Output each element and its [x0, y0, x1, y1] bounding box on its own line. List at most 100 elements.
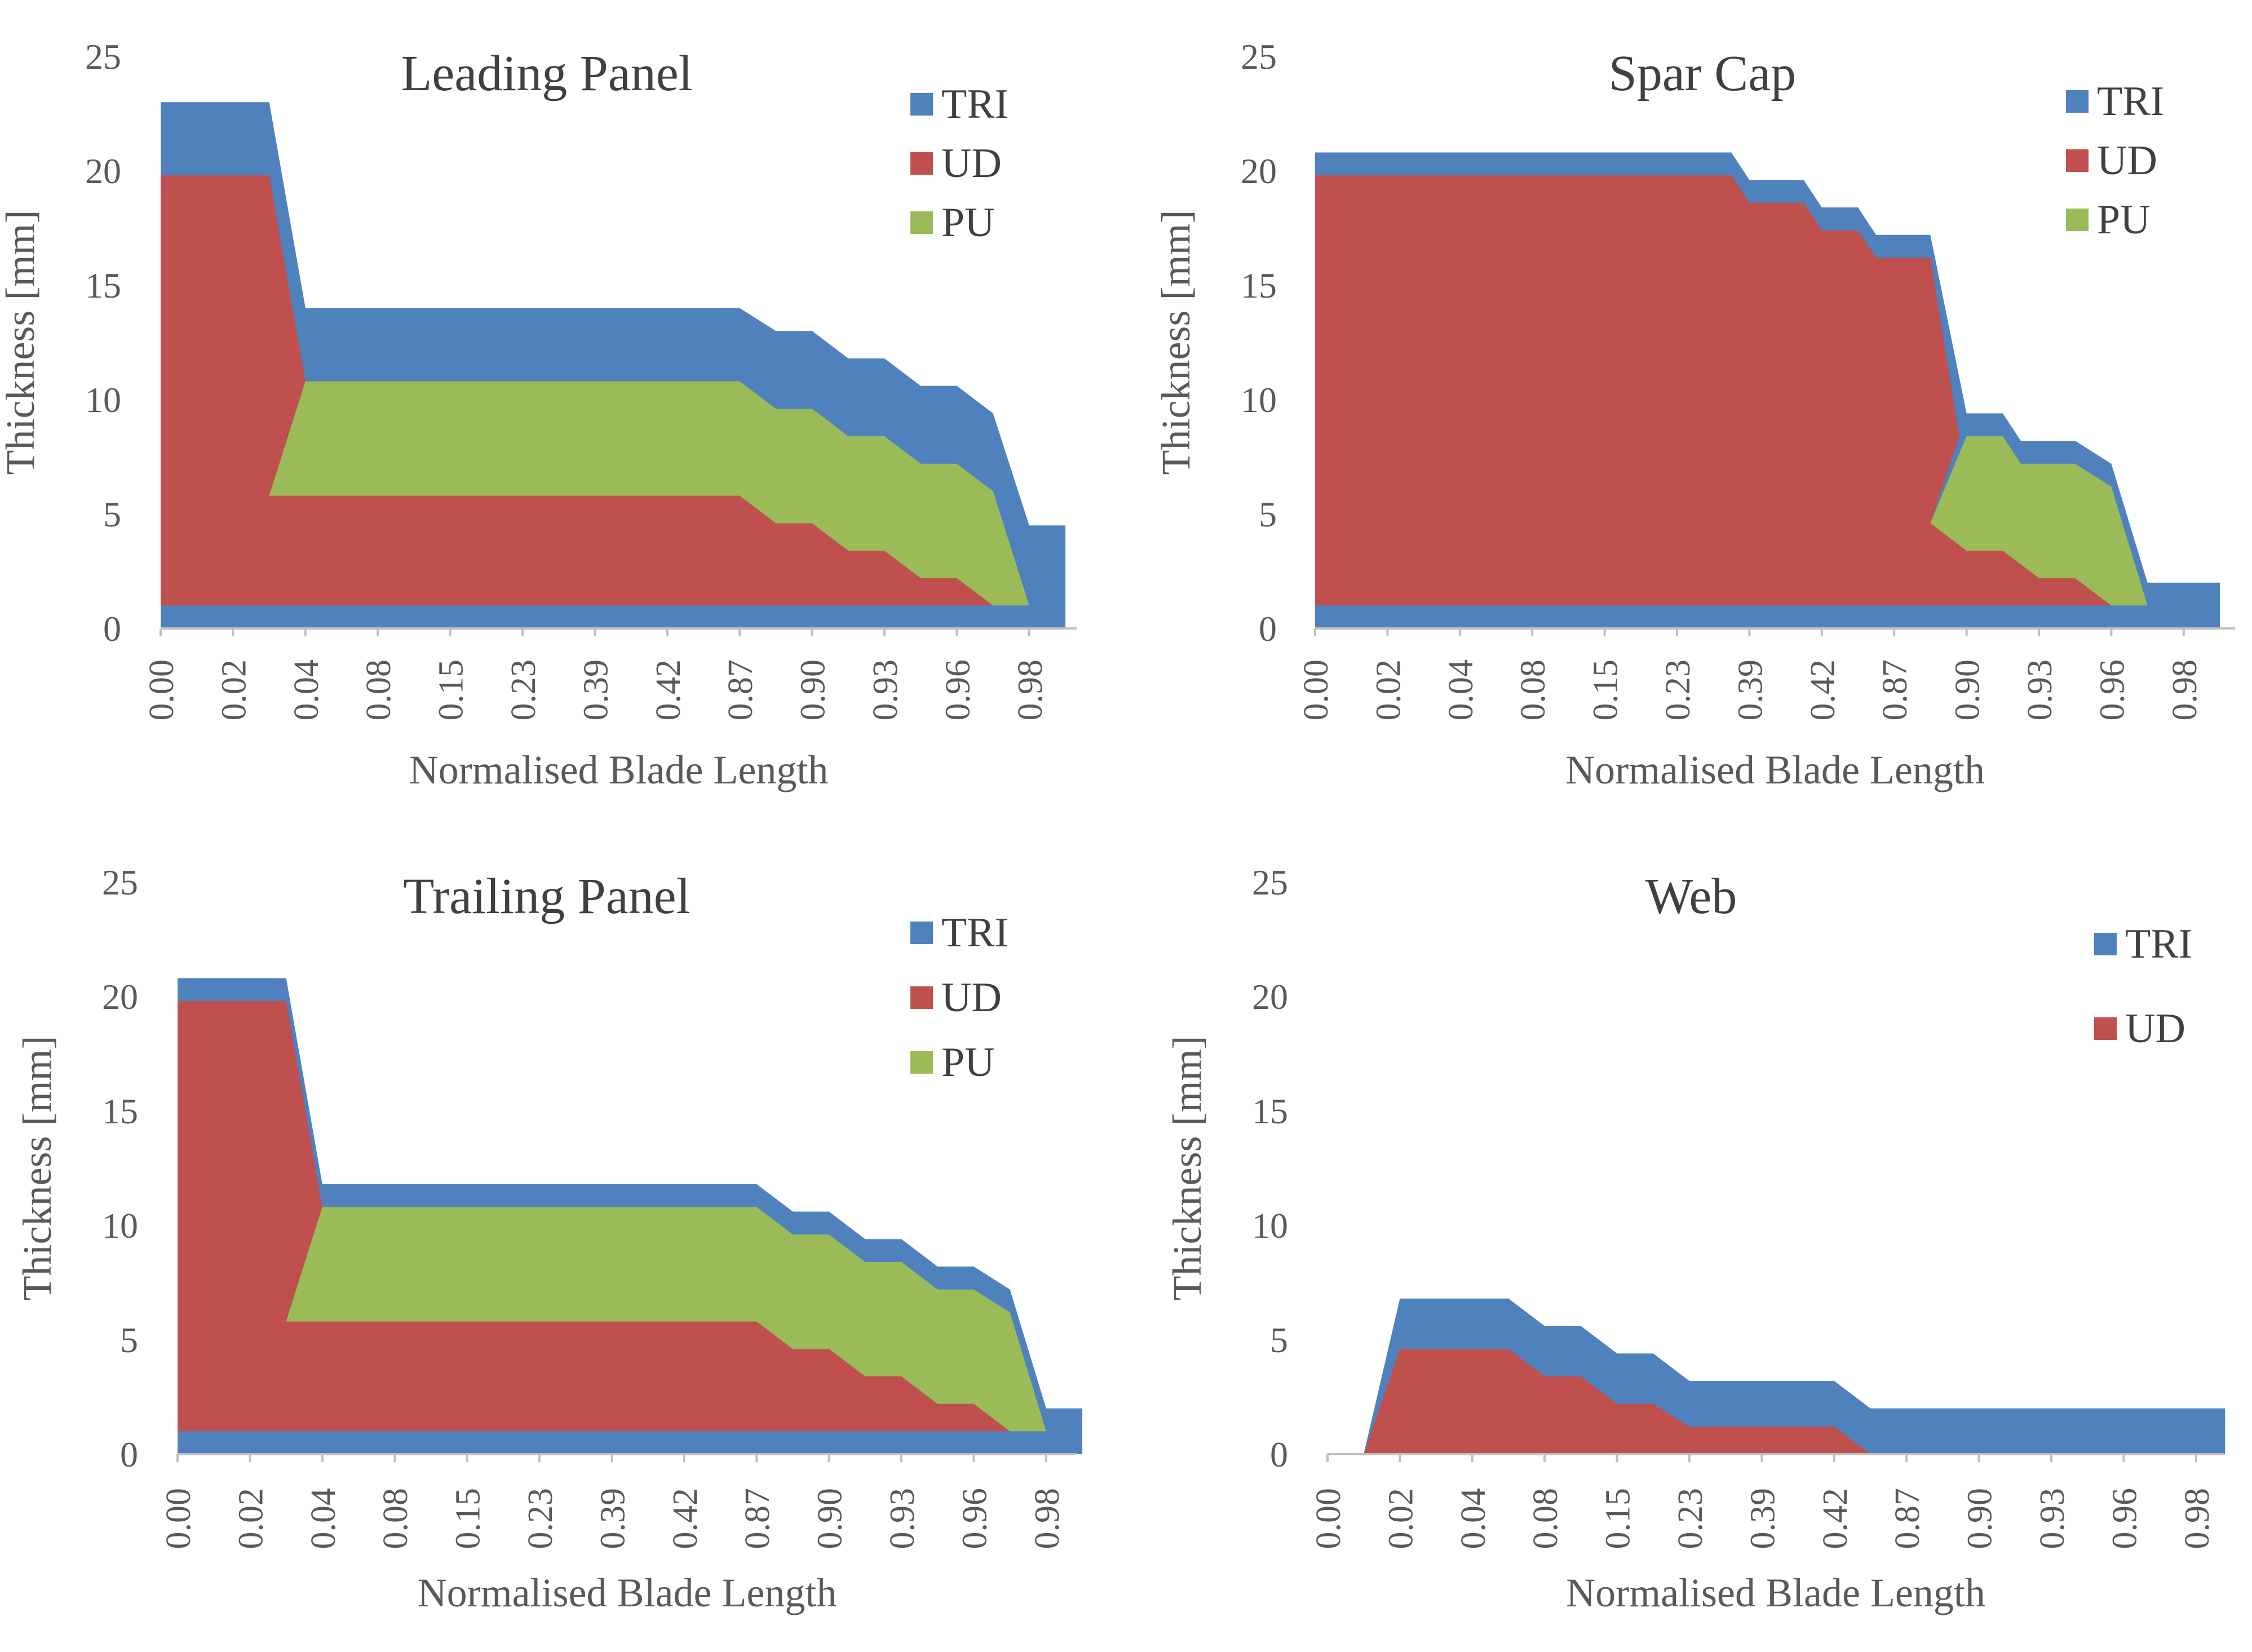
x-tick-label: 0.08 — [1527, 1488, 1565, 1549]
y-tick-label: 15 — [102, 1091, 138, 1131]
y-tick-label: 0 — [103, 609, 121, 649]
x-tick-label: 0.98 — [1028, 1488, 1067, 1549]
legend-swatch-pu — [910, 1051, 933, 1074]
y-tick-label: 0 — [1270, 1434, 1288, 1474]
y-axis-title: Thickness [mm] — [0, 210, 43, 475]
x-tick-label: 0.00 — [1309, 1488, 1348, 1549]
x-tick-label: 0.90 — [1961, 1488, 1999, 1549]
y-tick-label: 20 — [1241, 151, 1277, 191]
legend-label-ud: UD — [941, 140, 1002, 187]
x-tick-label: 0.04 — [287, 659, 326, 721]
y-tick-label: 25 — [85, 37, 121, 77]
x-tick-label: 0.08 — [1514, 659, 1552, 721]
x-tick-label: 0.98 — [2166, 659, 2204, 721]
x-tick-label: 0.90 — [794, 659, 833, 721]
x-tick-label: 0.04 — [1442, 659, 1480, 721]
y-tick-label: 25 — [102, 862, 138, 902]
x-tick-label: 0.96 — [955, 1488, 994, 1549]
y-tick-label: 10 — [1252, 1206, 1288, 1246]
legend-swatch-ud — [910, 986, 933, 1009]
x-tick-label: 0.96 — [939, 659, 977, 721]
x-tick-label: 0.42 — [649, 659, 688, 721]
y-tick-label: 5 — [120, 1320, 138, 1360]
legend-label-tri: TRI — [2125, 921, 2192, 967]
x-tick-label: 0.23 — [1659, 659, 1697, 721]
y-tick-label: 10 — [1241, 380, 1277, 420]
x-tick-label: 0.39 — [594, 1488, 632, 1549]
x-tick-label: 0.93 — [866, 659, 905, 721]
y-tick-label: 25 — [1241, 37, 1277, 77]
x-tick-label: 0.93 — [2033, 1488, 2072, 1549]
area-pu-2 — [1930, 436, 2148, 606]
area-pu-2 — [269, 381, 1029, 606]
area-tri-3 — [178, 1431, 1046, 1454]
y-tick-label: 15 — [1241, 265, 1277, 305]
chart-title: Spar Cap — [1609, 46, 1796, 101]
legend-label-tri: TRI — [941, 910, 1008, 956]
area-tri-3 — [161, 605, 1029, 628]
x-tick-label: 0.15 — [1587, 659, 1625, 721]
chart-2: 0 5 10 15 20 25 0.00 0.02 0.04 0.08 0.15 0.23 0.39 0.… — [15, 862, 1082, 1615]
x-tick-label: 0.93 — [883, 1488, 922, 1549]
area-pu-2 — [286, 1207, 1046, 1432]
legend-swatch-ud — [910, 152, 933, 175]
y-tick-label: 25 — [1252, 862, 1288, 902]
legend-label-tri: TRI — [2097, 78, 2164, 125]
x-tick-label: 0.42 — [1804, 659, 1842, 721]
chart-title: Web — [1645, 869, 1737, 924]
y-tick-label: 15 — [85, 265, 121, 305]
x-tick-label: 0.02 — [1369, 659, 1408, 721]
legend-label-ud: UD — [2125, 1006, 2185, 1052]
x-tick-label: 0.98 — [2178, 1488, 2216, 1549]
y-axis-title: Thickness [mm] — [15, 1036, 60, 1301]
chart-1: 0 5 10 15 20 25 0.00 0.02 0.04 0.08 0.15 0.23 0.39 0.… — [1153, 37, 2235, 792]
y-tick-label: 5 — [103, 494, 121, 534]
legend-swatch-tri — [910, 922, 933, 944]
y-axis-title: Thickness [mm] — [1165, 1036, 1210, 1301]
x-tick-label: 0.42 — [666, 1488, 705, 1549]
y-tick-label: 5 — [1259, 494, 1277, 534]
x-tick-label: 0.96 — [2105, 1488, 2144, 1549]
x-tick-label: 0.08 — [377, 1488, 415, 1549]
legend-swatch-pu — [910, 211, 933, 234]
legend-swatch-pu — [2066, 209, 2089, 231]
chart-title: Trailing Panel — [403, 869, 690, 924]
x-tick-label: 0.00 — [160, 1488, 198, 1549]
chart-0: 0 5 10 15 20 25 0.00 0.02 0.04 0.08 0.15 0.23 0.39 0.… — [0, 37, 1077, 792]
x-tick-label: 0.39 — [577, 659, 615, 721]
y-tick-label: 10 — [85, 380, 121, 420]
legend-label-ud: UD — [941, 975, 1002, 1021]
x-tick-label: 0.96 — [2093, 659, 2131, 721]
x-tick-label: 0.00 — [143, 659, 181, 721]
y-tick-label: 10 — [102, 1206, 138, 1246]
x-tick-label: 0.02 — [232, 1488, 270, 1549]
y-tick-label: 15 — [1252, 1091, 1288, 1131]
y-tick-label: 20 — [1252, 977, 1288, 1017]
x-tick-label: 0.42 — [1816, 1488, 1855, 1549]
x-tick-label: 0.15 — [432, 659, 471, 721]
legend-label-pu: PU — [941, 1039, 995, 1086]
y-tick-label: 20 — [85, 151, 121, 191]
area-ud-1 — [178, 1001, 1010, 1432]
y-tick-label: 0 — [120, 1434, 138, 1474]
x-tick-label: 0.39 — [1731, 659, 1769, 721]
x-tick-label: 0.87 — [1876, 659, 1914, 721]
x-tick-label: 0.93 — [2021, 659, 2059, 721]
legend-swatch-ud — [2094, 1017, 2117, 1040]
x-tick-label: 0.15 — [449, 1488, 488, 1549]
x-tick-label: 0.02 — [1382, 1488, 1420, 1549]
legend-label-tri: TRI — [941, 81, 1008, 127]
x-tick-label: 0.04 — [304, 1488, 343, 1549]
x-tick-label: 0.02 — [215, 659, 253, 721]
y-tick-label: 0 — [1259, 609, 1277, 649]
x-axis-title: Normalised Blade Length — [409, 747, 829, 792]
x-tick-label: 0.23 — [505, 659, 543, 721]
chart-3: 0 5 10 15 20 25 0.00 0.02 0.04 0.08 0.15 0.23 0.39 0.… — [1165, 862, 2226, 1615]
x-tick-label: 0.98 — [1011, 659, 1050, 721]
y-tick-label: 5 — [1270, 1320, 1288, 1360]
y-tick-label: 20 — [102, 977, 138, 1017]
x-tick-label: 0.90 — [811, 1488, 850, 1549]
x-axis-title: Normalised Blade Length — [1566, 1570, 1985, 1615]
x-tick-label: 0.23 — [1671, 1488, 1710, 1549]
